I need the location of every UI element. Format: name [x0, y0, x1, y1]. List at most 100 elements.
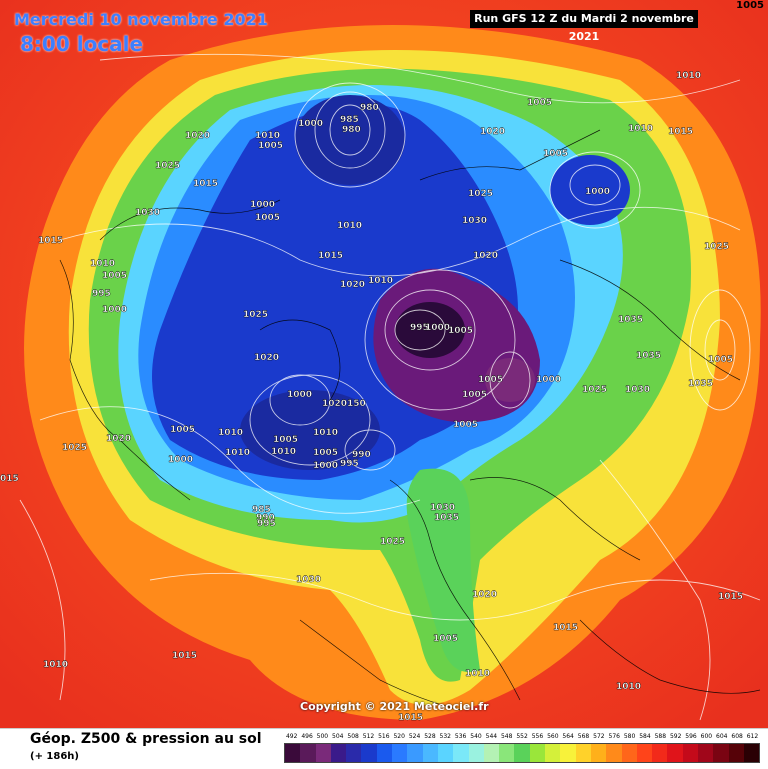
geopotential-secondary-core: [485, 358, 535, 402]
pressure-label: 985: [252, 505, 271, 515]
pressure-label: 1020: [185, 131, 210, 141]
pressure-label: 1005: [102, 271, 127, 281]
geopotential-darkpurple-core: [395, 302, 465, 358]
pressure-label: 980: [360, 103, 379, 113]
pressure-label: 1015: [318, 251, 343, 261]
scale-swatch: [636, 744, 653, 762]
scale-swatch: [713, 744, 729, 762]
scale-label: 580: [623, 733, 636, 740]
scale-swatch: [376, 744, 393, 762]
pressure-label: 1030: [430, 503, 455, 513]
scale-swatch: [315, 744, 331, 762]
pressure-label: 990: [256, 513, 275, 523]
pressure-label: 1025: [243, 310, 268, 320]
scale-label: 556: [531, 733, 544, 740]
pressure-label: 1000: [287, 390, 312, 400]
pressure-label: 990: [352, 450, 371, 460]
pressure-label: 1030: [296, 575, 321, 585]
scale-label: 604: [716, 733, 728, 740]
scale-label: 548: [500, 733, 513, 740]
scale-swatch: [560, 744, 576, 762]
scale-label: 612: [746, 733, 759, 740]
copyright-notice: Copyright © 2021 Meteociel.fr: [300, 700, 489, 713]
scale-swatch: [285, 744, 301, 762]
scale-label: 500: [316, 733, 329, 740]
scale-label: 608: [731, 733, 743, 740]
pressure-label: 1010: [616, 682, 641, 692]
scale-swatch: [606, 744, 622, 762]
pressure-label: 1035: [688, 379, 713, 389]
pressure-label: 1005: [433, 634, 458, 644]
scale-swatch: [545, 744, 561, 762]
scale-label: 596: [685, 733, 697, 740]
pressure-label: 1015: [553, 623, 578, 633]
color-scale: 492 496 500 504 508 512 516 520 524 528 532 536 540 5…: [284, 733, 760, 763]
pressure-label: 1025: [582, 385, 607, 395]
pressure-label: 995: [257, 519, 276, 529]
scale-label: 528: [424, 733, 436, 740]
pressure-label: 150: [347, 399, 366, 409]
scale-swatch: [437, 744, 454, 762]
scale-label: 540: [470, 733, 482, 740]
scale-label: 516: [378, 733, 390, 740]
scale-label: 544: [485, 733, 498, 740]
scale-label: 592: [669, 733, 682, 740]
pressure-label: 1005: [313, 448, 338, 458]
pressure-label: 1015: [718, 592, 743, 602]
pressure-label: 1005: [462, 390, 487, 400]
scale-label: 496: [301, 733, 313, 740]
pressure-label: 995: [410, 323, 429, 333]
pressure-label: 1030: [625, 385, 650, 395]
scale-swatch: [529, 744, 546, 762]
scale-swatch: [422, 744, 438, 762]
scale-swatch: [483, 744, 500, 762]
pressure-label: 1000: [102, 305, 127, 315]
pressure-label: 1005: [453, 420, 478, 430]
color-scale-labels: 492 496 500 504 508 512 516 520 524 528 532 536 540 5…: [284, 733, 760, 741]
pressure-label: 1015: [38, 236, 63, 246]
pressure-label: 1000: [313, 461, 338, 471]
pressure-label: 1010: [271, 447, 296, 457]
pressure-label: 1020: [340, 280, 365, 290]
model-run-label: Run GFS 12 Z du Mardi 2 novembre 2021: [470, 10, 698, 43]
scale-swatch: [392, 744, 408, 762]
pressure-label: 1000: [168, 455, 193, 465]
pressure-label: 015: [0, 474, 19, 484]
pressure-label: 1005: [527, 98, 552, 108]
scale-swatch: [499, 744, 515, 762]
isobar-lines: [19, 53, 761, 721]
forecast-offset: (+ 186h): [30, 751, 79, 762]
pressure-label: 1025: [468, 189, 493, 199]
geopotential-green-europe: [406, 468, 480, 672]
pressure-label: 1000: [536, 375, 561, 385]
forecast-time: 8:00 locale: [20, 32, 144, 56]
low-pressure-core-north: [295, 95, 405, 185]
scale-label: 600: [700, 733, 713, 740]
scale-swatch: [361, 744, 377, 762]
pressure-label: 1025: [155, 161, 180, 171]
pressure-label: 1015: [398, 713, 423, 723]
low-pressure-core-east: [550, 155, 630, 225]
pressure-label: 1010: [255, 131, 280, 141]
pressure-label: 1005: [273, 435, 298, 445]
scale-label: 532: [439, 733, 451, 740]
pressure-label: 985: [340, 115, 359, 125]
pressure-label: 1000: [250, 200, 275, 210]
scale-label: 576: [608, 733, 620, 740]
pressure-label: 1005: [258, 141, 283, 151]
scale-swatch: [743, 744, 760, 762]
scale-swatch: [407, 744, 423, 762]
scale-label: 552: [516, 733, 528, 740]
scale-label: 504: [332, 733, 344, 740]
pressure-label: 1010: [676, 71, 701, 81]
scale-swatch: [621, 744, 637, 762]
scale-swatch: [300, 744, 316, 762]
scale-swatch: [453, 744, 469, 762]
scale-label: 536: [454, 733, 467, 740]
scale-label: 512: [362, 733, 375, 740]
pressure-label: 1020: [254, 353, 279, 363]
scale-label: 584: [639, 733, 651, 740]
pressure-label: 1020: [106, 434, 131, 444]
pressure-label: 1015: [668, 127, 693, 137]
scale-label: 568: [577, 733, 590, 740]
